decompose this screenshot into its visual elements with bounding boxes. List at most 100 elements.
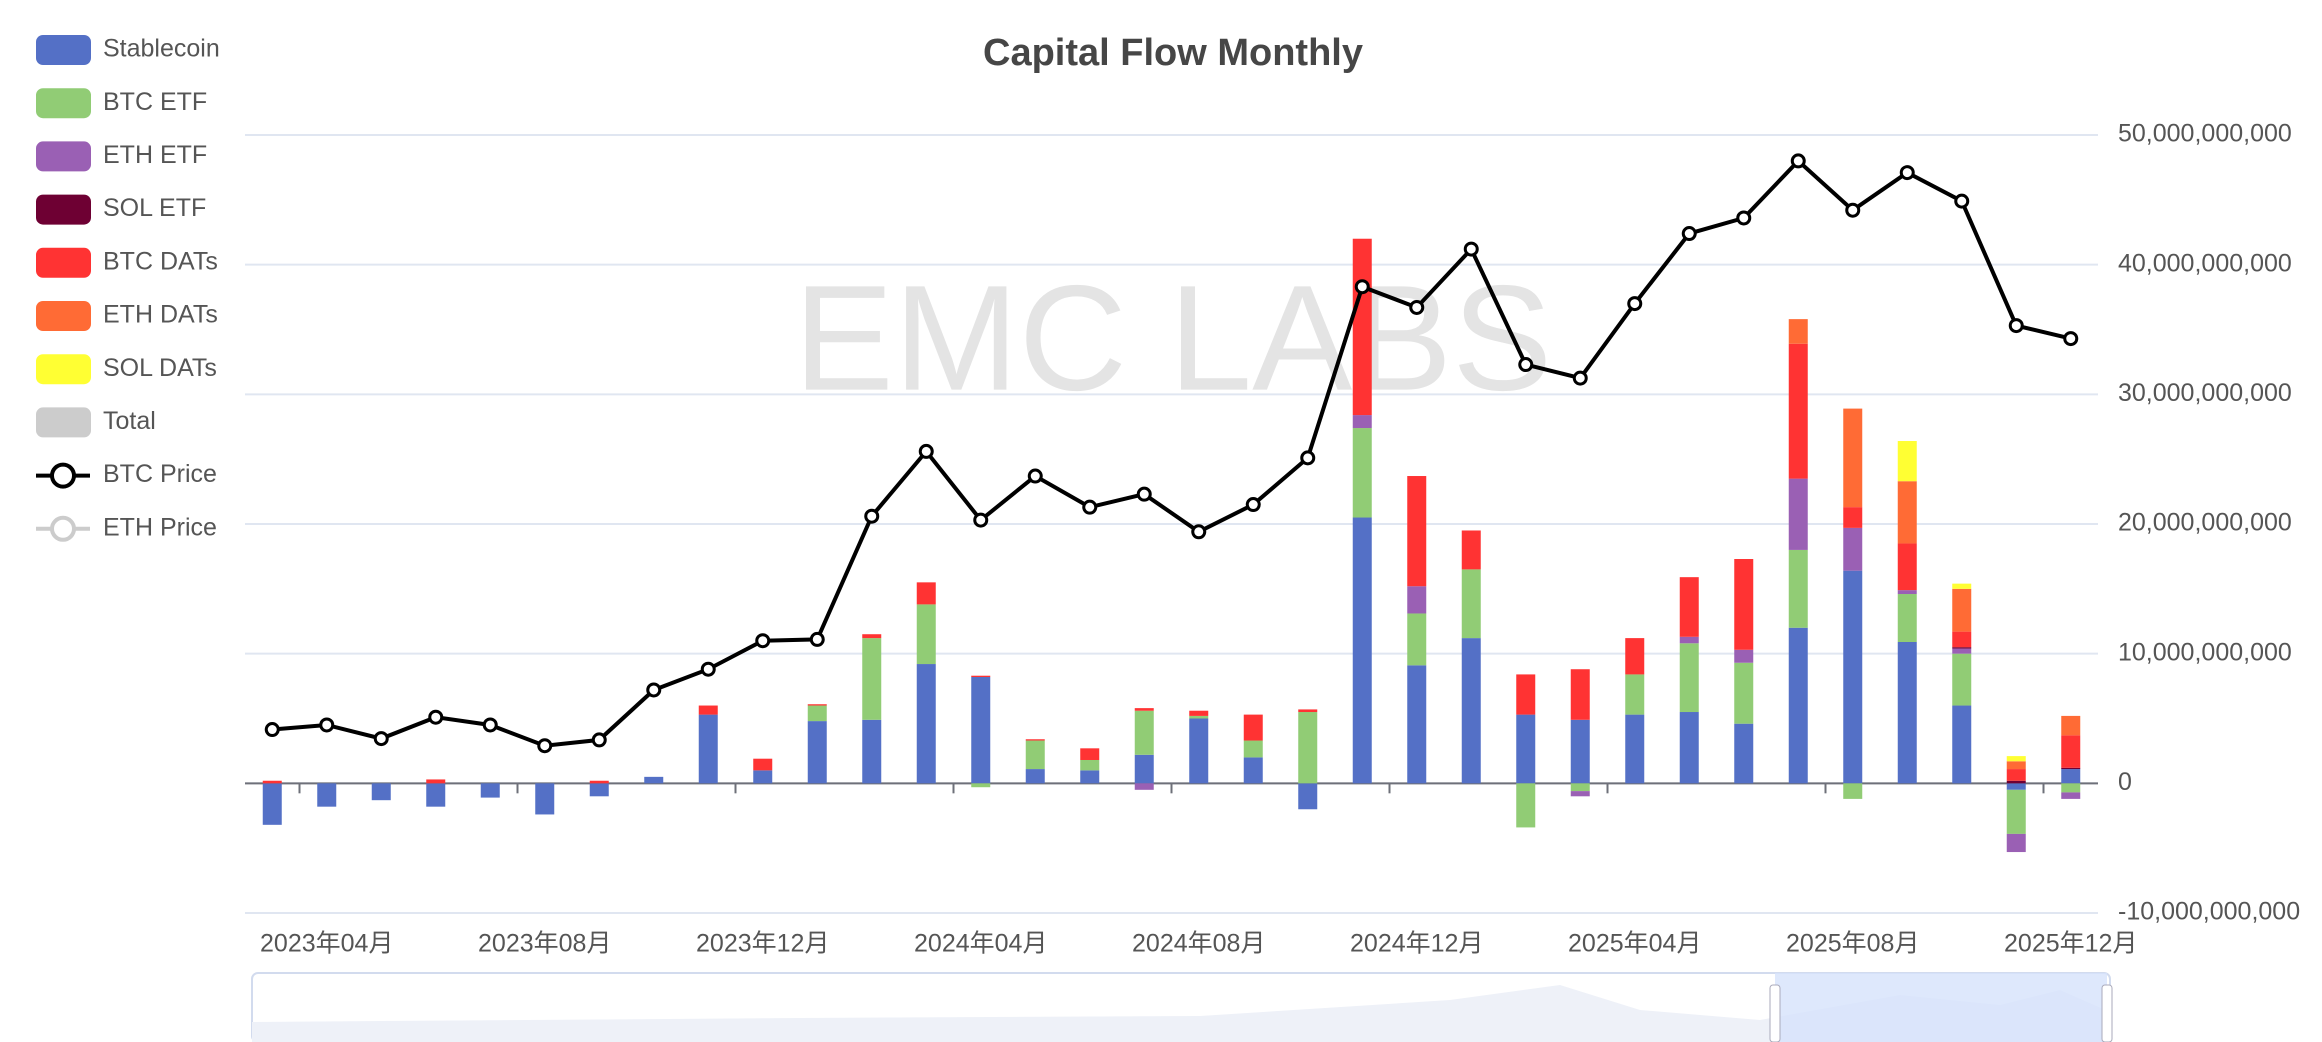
legend-icon: [36, 88, 91, 119]
bar-segment: [1407, 586, 1427, 614]
line-point: [1736, 210, 1752, 226]
bar-segment: [317, 783, 337, 807]
bar-segment: [262, 780, 282, 784]
bar-segment: [426, 779, 446, 784]
bar-segment: [1625, 638, 1645, 675]
legend-item[interactable]: ETH Price: [36, 513, 217, 542]
bar-segment: [862, 719, 882, 784]
legend-item[interactable]: BTC DATs: [36, 247, 218, 278]
bar-segment: [1407, 476, 1427, 587]
legend-item[interactable]: Total: [36, 407, 156, 438]
bar-segment: [1843, 527, 1863, 571]
zoom-handle[interactable]: [1769, 984, 1781, 1042]
bar-segment: [1843, 570, 1863, 784]
legend-label: SOL ETF: [103, 194, 206, 222]
line-point: [1790, 153, 1806, 169]
line-point: [428, 709, 444, 725]
line-point: [1954, 193, 1970, 209]
line-point: [809, 631, 825, 647]
zoom-window[interactable]: [1775, 973, 2107, 1042]
bar-segment: [971, 677, 991, 784]
x-tick-label: 2025年12月: [2004, 930, 2137, 958]
bar-segment: [1897, 590, 1917, 595]
bar-segment: [2006, 769, 2026, 781]
line-point: [646, 682, 662, 698]
line-point: [319, 717, 335, 733]
bar-segment: [862, 634, 882, 639]
line-point: [700, 661, 716, 677]
watermark: EMC LABS: [794, 254, 1553, 422]
legend-item[interactable]: ETH DATs: [36, 301, 218, 331]
bar-segment: [1843, 507, 1863, 528]
bar-segment: [1461, 638, 1481, 784]
bar-segment: [971, 783, 991, 788]
bar-segment: [1952, 647, 1972, 649]
bar-segment: [1516, 783, 1536, 828]
legend-label: BTC DATs: [103, 247, 218, 275]
bar-segment: [1570, 783, 1590, 792]
line-point: [2008, 318, 2024, 334]
bar-segment: [589, 780, 609, 784]
legend-label: BTC Price: [103, 460, 217, 488]
legend-item[interactable]: SOL ETF: [36, 194, 206, 225]
data-zoom[interactable]: [251, 972, 2113, 1042]
bar-segment: [1570, 791, 1590, 797]
zoom-handle[interactable]: [2101, 984, 2113, 1042]
line-point: [1572, 370, 1588, 386]
bar-segment: [1788, 343, 1808, 479]
bar-segment: [1134, 754, 1154, 784]
zoom-preview: [252, 985, 2110, 1042]
bar-segment: [2006, 833, 2026, 853]
line-point: [264, 722, 280, 738]
bar-segment: [1352, 428, 1372, 518]
bar-segment: [1952, 631, 1972, 648]
bar-segment: [1080, 748, 1100, 760]
line-point: [2063, 331, 2079, 347]
bar-segment: [535, 783, 555, 815]
bar-segment: [698, 714, 718, 784]
bar-segment: [262, 783, 282, 825]
legend-item[interactable]: BTC ETF: [36, 88, 207, 119]
bar-segment: [1952, 583, 1972, 589]
legend-icon: [36, 301, 91, 331]
bar-segment: [1025, 769, 1045, 784]
bar-segment: [2006, 756, 2026, 762]
x-tick-label: 2024年04月: [914, 930, 1047, 958]
bar-segment: [1734, 649, 1754, 663]
bar-segment: [1734, 662, 1754, 724]
legend-item[interactable]: Stablecoin: [36, 35, 220, 65]
bar-segment: [1570, 669, 1590, 720]
bar-segment: [1352, 238, 1372, 416]
bar-segment: [589, 783, 609, 797]
legend-item[interactable]: SOL DATs: [36, 354, 217, 385]
line-point: [1463, 241, 1479, 257]
bar-segment: [1352, 517, 1372, 784]
bar-segment: [1952, 705, 1972, 784]
x-tick-label: 2025年04月: [1568, 930, 1701, 958]
bar-segment: [1298, 783, 1318, 810]
legend-label: Stablecoin: [103, 35, 220, 63]
bar-segment: [698, 705, 718, 715]
line-point: [1681, 226, 1697, 242]
bar-segment: [1788, 319, 1808, 344]
legend-label: BTC ETF: [103, 88, 207, 116]
line-point: [1136, 486, 1152, 502]
bar-segment: [1080, 759, 1100, 771]
legend-label: Total: [103, 407, 156, 435]
bar-segment: [2061, 792, 2081, 799]
legend-item[interactable]: ETH ETF: [36, 141, 207, 172]
y-tick-label: 50,000,000,000: [2118, 120, 2292, 148]
bar-segment: [1134, 783, 1154, 790]
legend-item[interactable]: BTC Price: [36, 460, 217, 489]
bar-segment: [1897, 481, 1917, 544]
bar-segment: [2006, 783, 2026, 790]
bar-segment: [2061, 769, 2081, 784]
x-tick-label: 2023年04月: [260, 930, 393, 958]
bar-segment: [1788, 478, 1808, 550]
y-tick-label: -10,000,000,000: [2118, 898, 2300, 926]
bar-segment: [1679, 636, 1699, 644]
line-point: [755, 633, 771, 649]
line-point: [1300, 450, 1316, 466]
line-point: [973, 512, 989, 528]
bar-segment: [1897, 594, 1917, 642]
